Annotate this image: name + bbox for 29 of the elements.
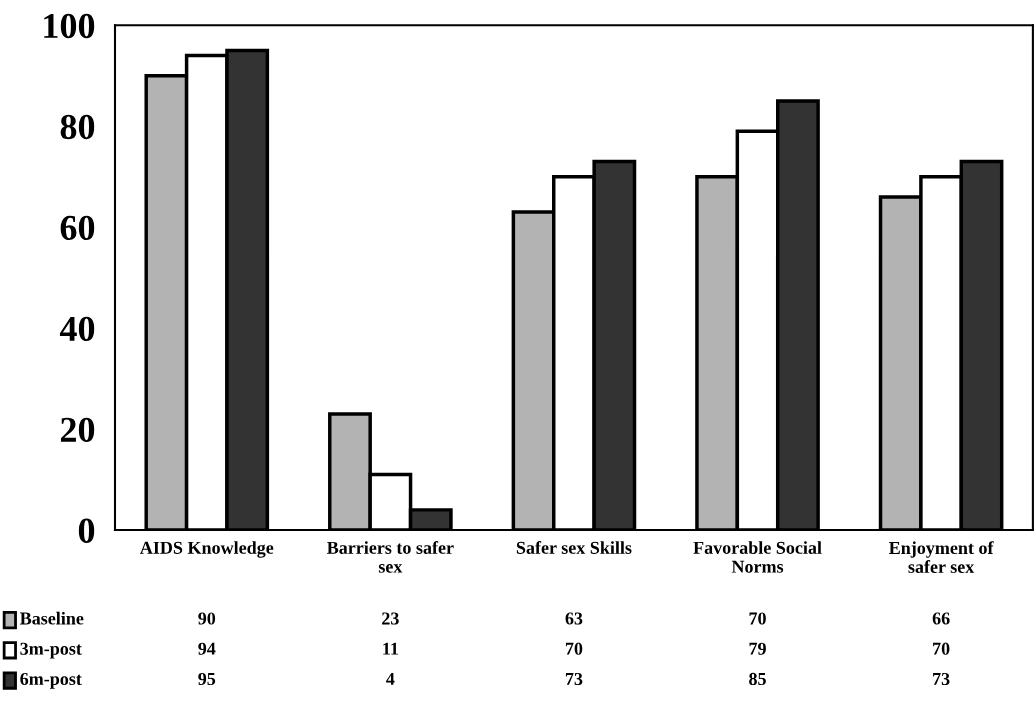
data-label: 79 [749,642,766,655]
y-tick-label: 60 [60,215,95,241]
y-tick-label: 100 [44,13,95,39]
data-label: 73 [565,672,583,686]
data-label: 70 [565,642,583,655]
data-label: 85 [749,672,766,686]
x-tick-label: Safer sex Skills [516,540,632,554]
data-label: 11 [383,642,398,655]
data-label: 63 [565,612,583,625]
data-label: 95 [198,672,216,686]
data-label: 4 [386,672,395,685]
x-tick-label: Enjoyment of safer sex [889,541,994,573]
data-label: 66 [932,612,950,625]
y-tick-label: 40 [59,316,95,342]
x-tick-label: Barriers to safer sex [326,540,454,573]
data-label: 23 [382,612,399,625]
x-tick-label: AIDS Knowledge [140,541,274,558]
data-label: 70 [749,612,766,625]
legend-label: Baseline [19,611,84,625]
y-tick-label: 0 [78,518,95,543]
y-tick-label: 80 [60,114,95,140]
legend-label: 3m-post [20,642,82,659]
data-label: 94 [198,642,216,655]
data-label: 70 [933,642,950,655]
data-label: 90 [198,612,216,625]
y-tick-label: 20 [60,417,95,442]
legend-label: 6m-post [20,672,82,689]
x-tick-label: Favorable Social Norms [693,541,822,573]
data-label: 73 [933,672,950,686]
